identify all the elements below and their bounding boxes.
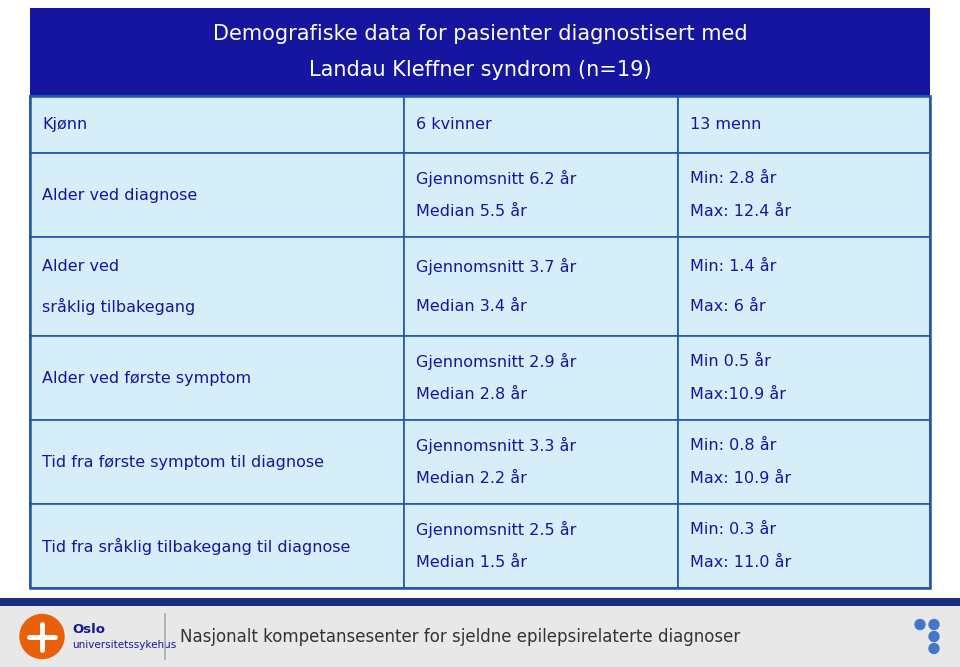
Text: Max: 6 år: Max: 6 år <box>690 299 766 314</box>
Text: Max: 11.0 år: Max: 11.0 år <box>690 556 791 570</box>
Text: Max: 12.4 år: Max: 12.4 år <box>690 204 791 219</box>
Text: Tid fra sråklig tilbakegang til diagnose: Tid fra sråklig tilbakegang til diagnose <box>42 538 350 554</box>
Bar <box>678 237 930 336</box>
Bar <box>0 606 960 667</box>
Text: Min: 0.3 år: Min: 0.3 år <box>690 522 776 537</box>
Text: Min: 0.8 år: Min: 0.8 år <box>690 438 777 453</box>
Text: Median 2.8 år: Median 2.8 år <box>416 388 526 402</box>
Text: Median 2.2 år: Median 2.2 år <box>416 472 526 486</box>
Text: Landau Kleffner syndrom (n=19): Landau Kleffner syndrom (n=19) <box>309 59 651 79</box>
Bar <box>30 420 403 504</box>
Bar <box>678 504 930 588</box>
Bar <box>30 504 403 588</box>
Text: Max:10.9 år: Max:10.9 år <box>690 388 786 402</box>
Bar <box>403 504 678 588</box>
Bar <box>0 598 960 606</box>
Text: 13 menn: 13 menn <box>690 117 761 132</box>
Text: Oslo: Oslo <box>72 623 105 636</box>
Bar <box>403 420 678 504</box>
Text: Alder ved diagnose: Alder ved diagnose <box>42 187 197 203</box>
Bar <box>403 153 678 237</box>
Circle shape <box>20 614 64 658</box>
Text: Tid fra første symptom til diagnose: Tid fra første symptom til diagnose <box>42 455 324 470</box>
Text: Median 3.4 år: Median 3.4 år <box>416 299 526 314</box>
Circle shape <box>929 644 939 654</box>
Circle shape <box>929 632 939 642</box>
Text: Median 5.5 år: Median 5.5 år <box>416 204 526 219</box>
Text: Kjønn: Kjønn <box>42 117 87 132</box>
Text: universitetssykehus: universitetssykehus <box>72 640 177 650</box>
Bar <box>30 336 403 420</box>
Bar <box>678 153 930 237</box>
Text: 6 kvinner: 6 kvinner <box>416 117 492 132</box>
Bar <box>30 96 403 153</box>
Bar <box>30 153 403 237</box>
Bar <box>30 96 930 588</box>
Text: Gjennomsnitt 2.9 år: Gjennomsnitt 2.9 år <box>416 353 576 370</box>
Text: Gjennomsnitt 6.2 år: Gjennomsnitt 6.2 år <box>416 170 576 187</box>
Circle shape <box>929 620 939 630</box>
Bar <box>403 237 678 336</box>
Text: Gjennomsnitt 2.5 år: Gjennomsnitt 2.5 år <box>416 521 576 538</box>
Bar <box>403 96 678 153</box>
Bar <box>30 8 930 96</box>
Text: Alder ved: Alder ved <box>42 259 119 274</box>
Circle shape <box>915 620 925 630</box>
Text: Gjennomsnitt 3.3 år: Gjennomsnitt 3.3 år <box>416 437 576 454</box>
Bar <box>30 237 403 336</box>
Bar <box>403 336 678 420</box>
Text: Min: 1.4 år: Min: 1.4 år <box>690 259 777 274</box>
Text: Min 0.5 år: Min 0.5 år <box>690 354 771 369</box>
Bar <box>678 336 930 420</box>
Text: Median 1.5 år: Median 1.5 år <box>416 556 526 570</box>
Text: Alder ved første symptom: Alder ved første symptom <box>42 371 252 386</box>
Text: Max: 10.9 år: Max: 10.9 år <box>690 472 791 486</box>
Text: Nasjonalt kompetansesenter for sjeldne epilepsirelaterte diagnoser: Nasjonalt kompetansesenter for sjeldne e… <box>180 628 740 646</box>
Text: Demografiske data for pasienter diagnostisert med: Demografiske data for pasienter diagnost… <box>213 25 747 45</box>
Text: Min: 2.8 år: Min: 2.8 år <box>690 171 777 186</box>
Text: Gjennomsnitt 3.7 år: Gjennomsnitt 3.7 år <box>416 258 576 275</box>
Text: sråklig tilbakegang: sråklig tilbakegang <box>42 298 195 315</box>
Bar <box>678 96 930 153</box>
Bar <box>678 420 930 504</box>
